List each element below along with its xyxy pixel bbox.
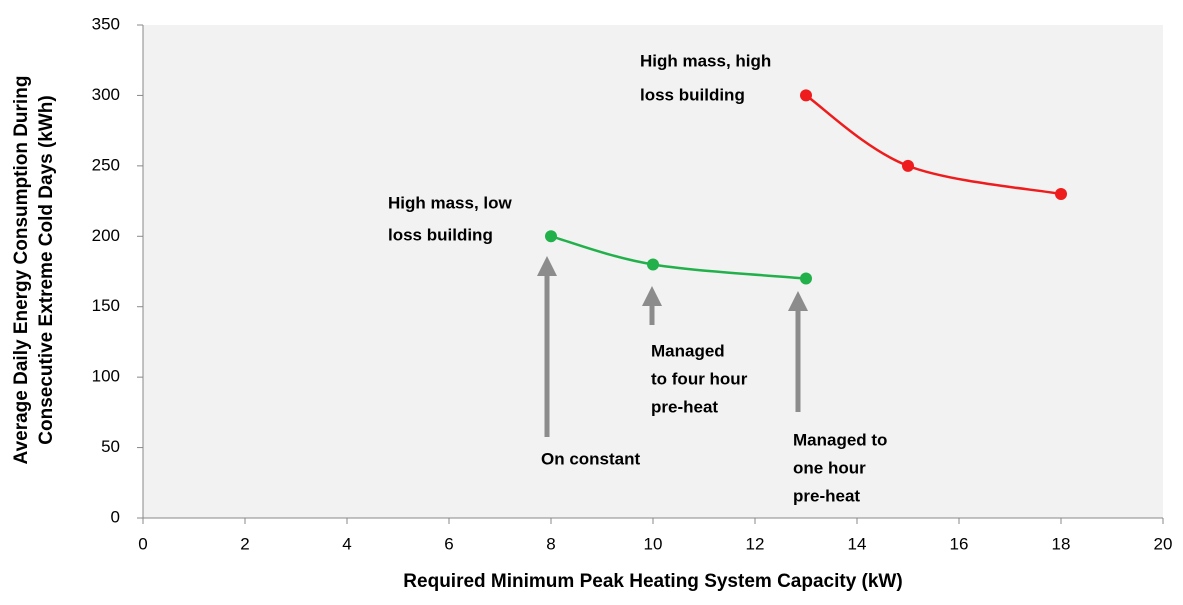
x-tick-label: 2 bbox=[240, 534, 249, 553]
annotation: pre-heat bbox=[651, 397, 718, 416]
x-tick-label: 14 bbox=[848, 534, 867, 553]
arrows bbox=[537, 256, 808, 437]
y-tick-label: 100 bbox=[92, 367, 120, 386]
point bbox=[647, 258, 659, 271]
y-tick-label: 350 bbox=[92, 14, 120, 33]
point bbox=[800, 272, 812, 285]
point bbox=[545, 230, 557, 243]
annotation: High mass, high bbox=[640, 51, 771, 70]
y-tick-label: 250 bbox=[92, 155, 120, 174]
annotation: Managed bbox=[651, 341, 725, 360]
x-tick-label: 12 bbox=[746, 534, 765, 553]
annotation: High mass, low bbox=[388, 193, 513, 212]
x-tick-label: 0 bbox=[138, 534, 147, 553]
y-axis-title-line: Consecutive Extreme Cold Days (kWh) bbox=[36, 95, 57, 444]
x-tick-label: 10 bbox=[644, 534, 663, 553]
x-tick-label: 16 bbox=[950, 534, 969, 553]
annotation: On constant bbox=[541, 449, 641, 468]
x-tick-label: 8 bbox=[546, 534, 555, 553]
x-tick-label: 6 bbox=[444, 534, 453, 553]
annotation: one hour bbox=[793, 458, 866, 477]
y-tick-label: 50 bbox=[101, 437, 120, 456]
plot-area bbox=[143, 25, 1163, 518]
x-axis-title: Required Minimum Peak Heating System Cap… bbox=[403, 571, 902, 592]
x-tick-label: 4 bbox=[342, 534, 351, 553]
point bbox=[902, 159, 914, 172]
point bbox=[800, 89, 812, 102]
x-tick-label: 18 bbox=[1052, 534, 1071, 553]
annotation: Managed to bbox=[793, 430, 887, 449]
point bbox=[1055, 188, 1067, 201]
annotation: to four hour bbox=[651, 369, 748, 388]
y-axis-title-line: Average Daily Energy Consumption During bbox=[11, 76, 32, 465]
annotation: loss building bbox=[388, 225, 493, 244]
x-tick-label: 20 bbox=[1154, 534, 1173, 553]
annotation: loss building bbox=[640, 85, 745, 104]
y-tick-label: 150 bbox=[92, 296, 120, 315]
y-axis-title: Average Daily Energy Consumption During … bbox=[11, 76, 57, 465]
annotation: pre-heat bbox=[793, 486, 860, 505]
y-tick-label: 0 bbox=[111, 507, 120, 526]
y-tick-label: 300 bbox=[92, 85, 120, 104]
y-tick-label: 200 bbox=[92, 226, 120, 245]
